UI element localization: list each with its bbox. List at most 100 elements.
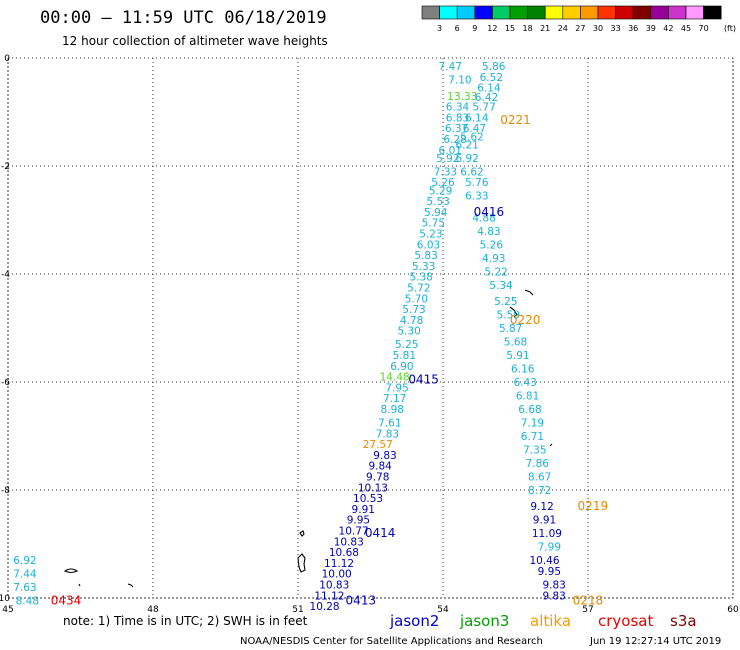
wave-height-label: 7.19 <box>521 418 544 430</box>
color-swatch <box>685 5 704 20</box>
wave-height-label: 7.35 <box>523 445 546 457</box>
wave-height-label: 5.25 <box>494 296 517 308</box>
pass-time-label: 0221 <box>500 113 531 127</box>
wave-height-label: 5.30 <box>397 326 420 338</box>
color-scale-tick: 30 <box>593 24 603 33</box>
wave-height-label: 6.92 <box>13 555 36 567</box>
wave-height-label: 9.78 <box>366 472 389 484</box>
wave-height-label: 9.91 <box>533 515 556 527</box>
wave-height-label: 10.46 <box>529 555 559 567</box>
map-grid <box>7 57 734 599</box>
island-outline <box>524 289 534 296</box>
lon-tick-label: 54 <box>437 605 449 615</box>
color-scale-tick: 6 <box>455 24 460 33</box>
axis-ticks: 45 48 51 54 57 60 0 -2 -4 -6 -8 -10 <box>0 54 739 615</box>
credit-line: NOAA/NESDIS Center for Satellite Applica… <box>240 636 543 647</box>
island-outline <box>299 530 305 537</box>
wave-height-label: 5.83 <box>414 250 437 262</box>
wave-height-label: 10.00 <box>322 569 352 581</box>
wave-height-label: 5.91 <box>506 350 529 362</box>
wave-height-label: 10.83 <box>334 536 364 548</box>
satellite-legend-entry: jason3 <box>459 612 509 630</box>
color-swatch <box>492 5 511 20</box>
color-swatch <box>580 5 599 20</box>
wave-height-label: 5.22 <box>484 266 507 278</box>
lat-tick-label: 0 <box>4 54 10 64</box>
wave-height-label: 4.93 <box>482 253 505 265</box>
color-swatch <box>615 5 634 20</box>
wave-height-label: 9.84 <box>368 461 392 473</box>
wave-height-label: 5.38 <box>410 272 433 284</box>
wave-height-label: 6.21 <box>455 139 478 151</box>
wave-height-label: 6.33 <box>465 191 488 203</box>
color-swatch <box>668 5 687 20</box>
color-swatch <box>509 5 528 20</box>
wave-height-label: 5.53 <box>426 196 449 208</box>
wave-height-label: 7.83 <box>376 428 399 440</box>
wave-height-label: 6.92 <box>455 153 478 165</box>
lon-tick-label: 51 <box>292 605 303 615</box>
satellite-legend-entry: cryosat <box>598 612 653 630</box>
wave-height-label: 6.42 <box>475 92 498 104</box>
color-scale-tick: 39 <box>646 24 656 33</box>
pass-time-label: 0415 <box>408 372 439 386</box>
wave-height-label: 6.14 <box>477 83 501 95</box>
wave-height-label: 5.81 <box>393 350 416 362</box>
island-outline <box>297 553 306 573</box>
wave-height-label: 5.86 <box>482 61 506 73</box>
lon-tick-label: 57 <box>582 605 593 615</box>
wave-height-label: 10.68 <box>329 547 359 559</box>
color-swatch <box>439 5 458 20</box>
wave-height-label: 5.33 <box>412 261 435 273</box>
map-title: 00:00 – 11:59 UTC 06/18/2019 <box>40 8 327 28</box>
wave-height-label: 7.47 <box>439 61 462 73</box>
wave-height-label: 8.48 <box>16 596 39 608</box>
pass-time-label: 0220 <box>510 313 541 327</box>
wave-height-label: 10.13 <box>358 482 388 494</box>
wave-height-label: 8.98 <box>381 404 404 416</box>
wave-height-label: 5.34 <box>489 280 513 292</box>
wave-height-label: 6.71 <box>521 431 544 443</box>
lat-tick-label: -4 <box>1 270 10 280</box>
satellite-legend-entry: s3a <box>670 612 697 630</box>
wave-height-label: 6.01 <box>439 145 462 157</box>
wave-height-label: 11.09 <box>532 528 562 540</box>
color-swatch <box>703 5 722 20</box>
island-outline <box>549 443 553 447</box>
wave-height-label: 6.37 <box>445 123 468 135</box>
color-scale-legend: 3 6 9 12 15 18 21 24 27 30 33 36 39 42 45 70 (ft) <box>421 5 736 33</box>
wave-height-label: 8.72 <box>528 485 551 497</box>
wave-height-label: 6.47 <box>463 123 486 135</box>
satellite-legend-entry: altika <box>530 612 571 630</box>
wave-height-label: 7.33 <box>434 166 457 178</box>
coastlines <box>63 289 553 588</box>
color-scale-tick: 21 <box>540 24 550 33</box>
map-subtitle: 12 hour collection of altimeter wave hei… <box>62 34 328 48</box>
wave-height-label: 5.62 <box>460 131 483 143</box>
wave-height-label: 11.12 <box>314 590 344 602</box>
wave-height-label: 10.53 <box>353 493 383 505</box>
wave-height-label: 5.26 <box>480 239 504 251</box>
wave-height-label: 9.91 <box>352 504 375 516</box>
island-outline <box>127 583 134 588</box>
wave-height-label: 7.99 <box>538 542 561 554</box>
wave-height-label: 5.87 <box>499 323 522 335</box>
footnote: note: 1) Time is in UTC; 2) SWH is in fe… <box>63 614 308 628</box>
pass-time-label: 0416 <box>474 205 505 219</box>
wave-height-label: 7.61 <box>378 418 401 430</box>
wave-height-label: 5.92 <box>436 153 459 165</box>
wave-height-label: 4.78 <box>400 315 423 327</box>
wave-height-label: 5.68 <box>504 337 527 349</box>
pass-time-label: 0414 <box>365 526 396 540</box>
wave-height-label: 6.68 <box>518 404 541 416</box>
wave-height-label: 6.52 <box>480 72 503 84</box>
wave-height-label: 9.83 <box>542 580 565 592</box>
wave-height-label: 5.75 <box>422 218 445 230</box>
wave-height-label: 27.57 <box>363 439 393 451</box>
color-swatch <box>456 5 476 20</box>
color-scale-tick: 24 <box>558 24 568 33</box>
wave-height-label: 14.48 <box>380 372 410 384</box>
color-scale-tick: 33 <box>611 24 621 33</box>
color-scale-tick: 12 <box>487 24 497 33</box>
